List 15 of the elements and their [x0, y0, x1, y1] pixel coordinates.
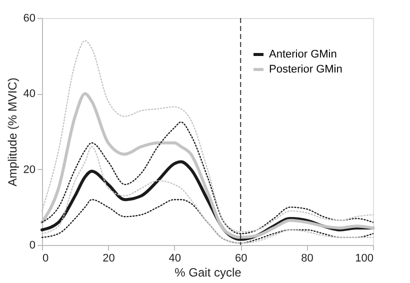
line-series	[41, 121, 374, 234]
x-tick-label: 80	[301, 252, 314, 264]
x-tick-label: 100	[355, 252, 374, 264]
x-tick-label: 0	[42, 252, 49, 264]
y-tick-label: 40	[23, 88, 36, 100]
legend-label: Anterior GMin	[269, 48, 337, 60]
x-axis-title: % Gait cycle	[174, 266, 242, 280]
x-tick-label: 20	[102, 252, 115, 264]
y-tick-label: 0	[29, 240, 36, 252]
y-tick-label: 20	[23, 164, 36, 176]
x-tick-label: 60	[234, 252, 248, 264]
x-tick-label: 40	[168, 252, 182, 264]
y-tick-label: 60	[23, 12, 36, 24]
legend-label: Posterior GMin	[269, 64, 342, 76]
y-axis-title: Amplitude (% MVIC)	[5, 78, 20, 186]
